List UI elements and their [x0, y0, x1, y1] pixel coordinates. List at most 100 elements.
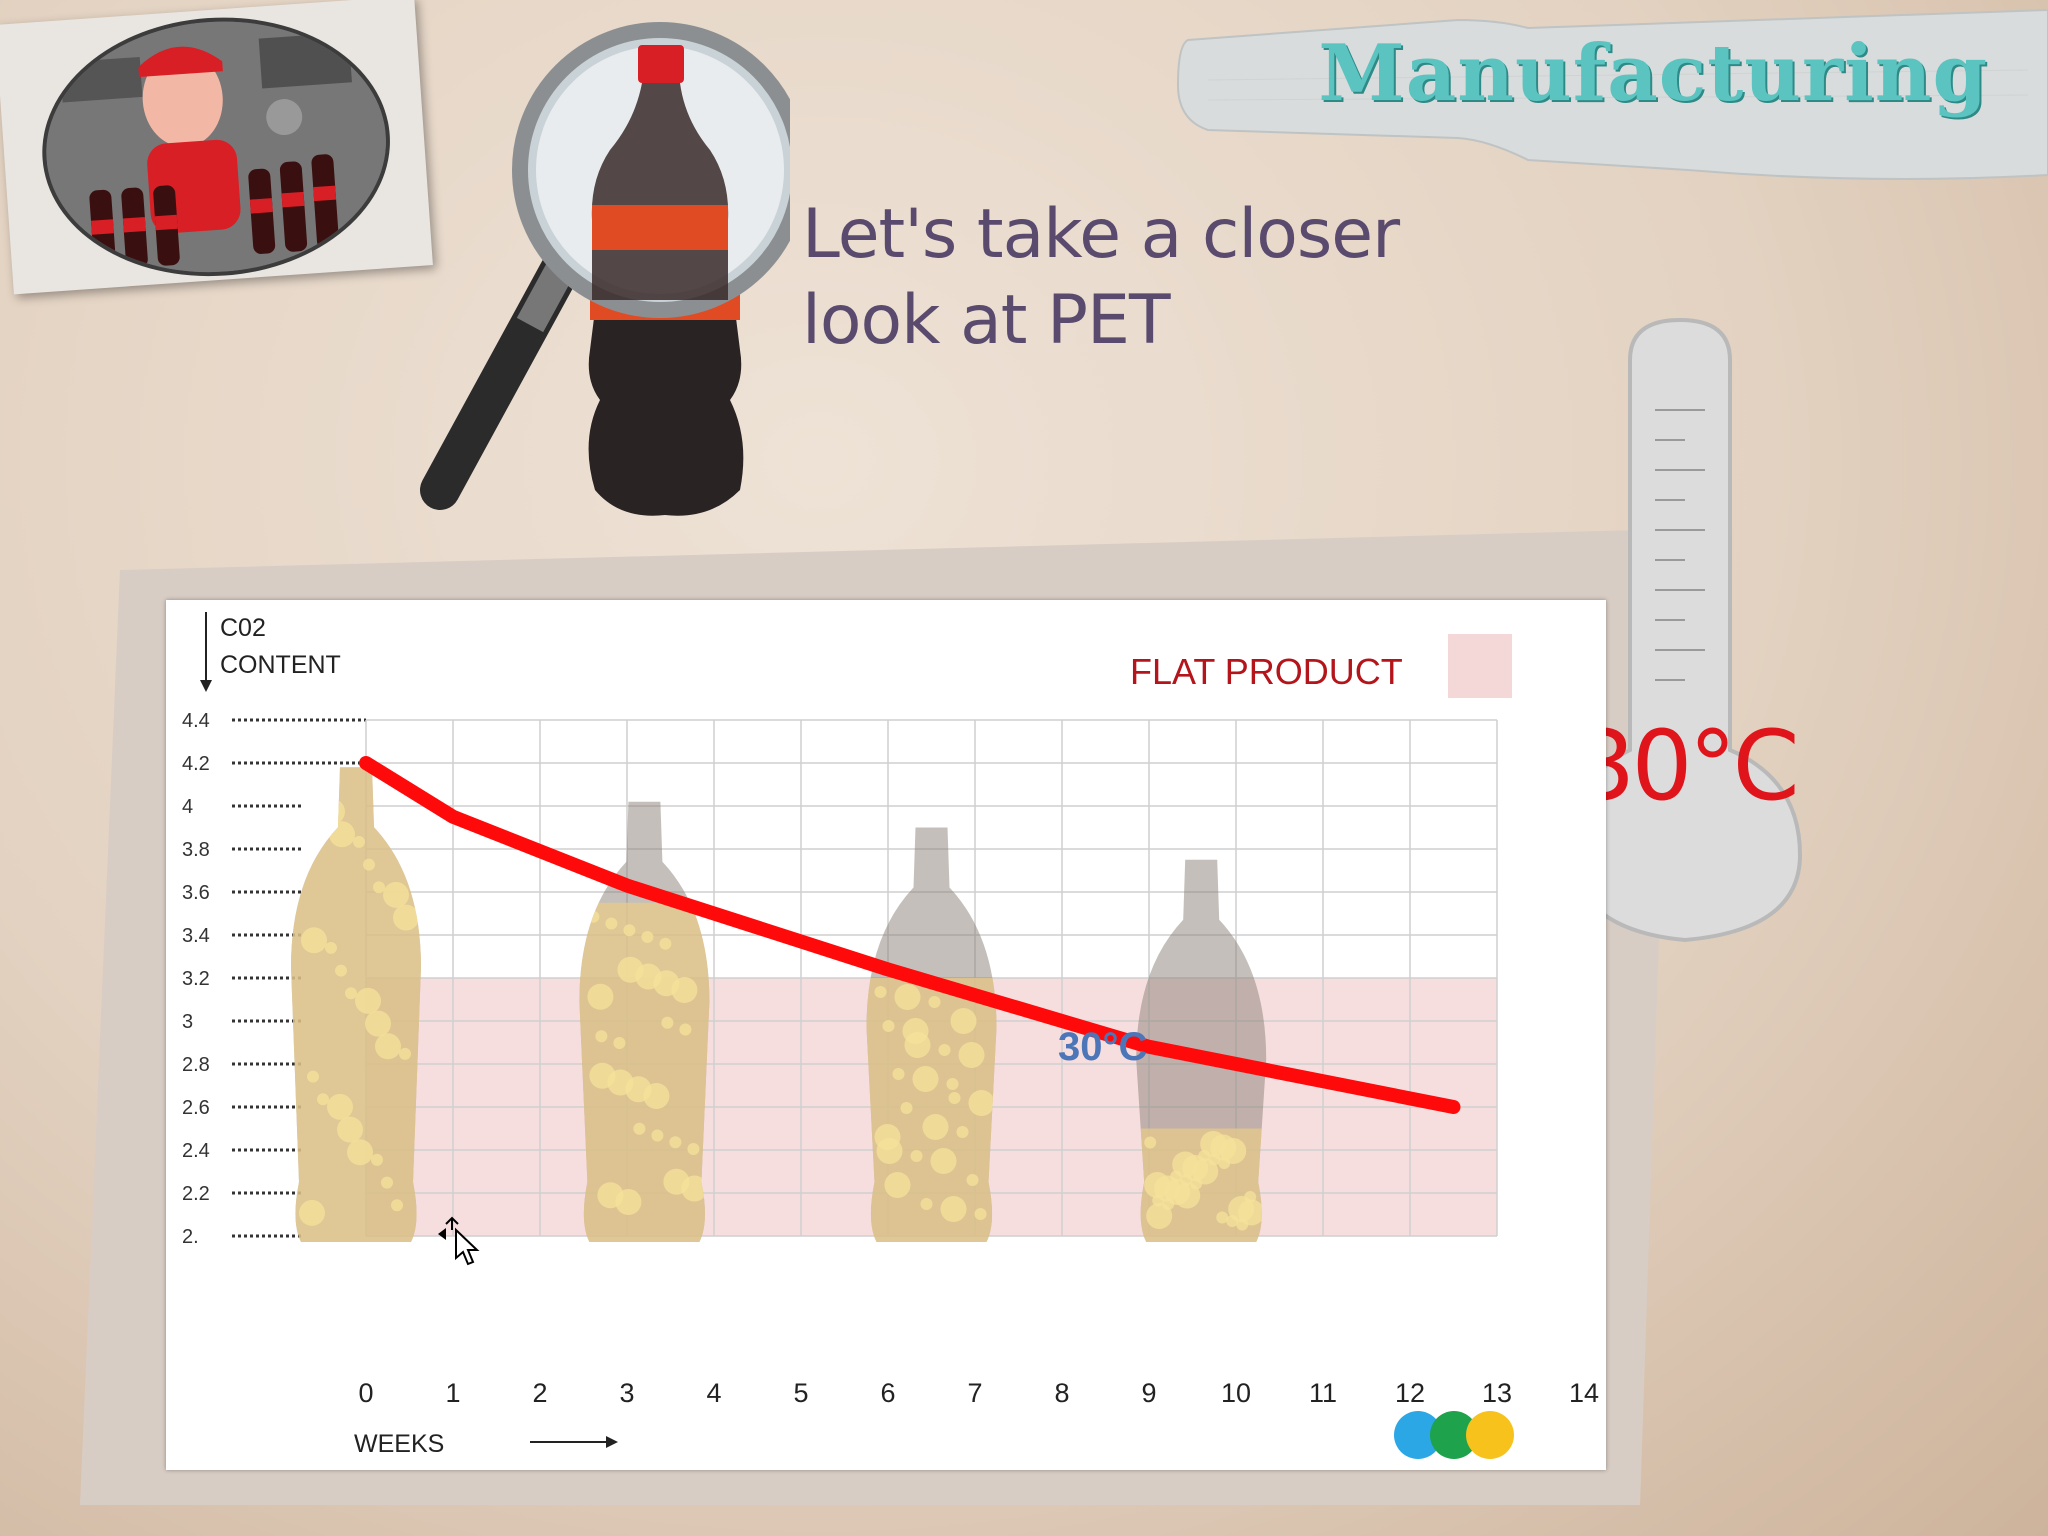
x-tick-label: 2 [532, 1378, 547, 1408]
bubble [966, 1174, 979, 1186]
bubble [894, 984, 921, 1010]
bubble [381, 1176, 393, 1189]
bubble [1216, 1211, 1229, 1224]
progress-dot [1394, 1411, 1442, 1459]
bubble [587, 983, 614, 1010]
bubble [1144, 1136, 1157, 1149]
series-line [359, 756, 1461, 1114]
x-tick-label: 8 [1054, 1378, 1069, 1408]
bubble [345, 987, 357, 1000]
x-tick-label: 3 [619, 1378, 634, 1408]
worker-with-bottles-icon [33, 6, 399, 288]
bubble [317, 1093, 329, 1106]
y-tick-label: 2.8 [182, 1054, 210, 1076]
bubble [383, 881, 409, 908]
bubble [633, 1122, 646, 1135]
thermometer-icon: 30°C [1555, 310, 2048, 950]
y-tick-label: 2.4 [182, 1140, 210, 1162]
page-heading: Let's take a closer look at PET [802, 192, 1462, 364]
bubble [940, 1196, 967, 1222]
thermometer-temperature: 30°C [1574, 710, 1799, 822]
bubble [325, 941, 337, 954]
bubble [605, 917, 618, 930]
bubble [974, 1208, 987, 1220]
bubble [874, 986, 887, 998]
bubble [391, 1199, 403, 1212]
bubble [884, 1172, 911, 1198]
bubble [613, 1037, 626, 1049]
bubble [347, 1139, 373, 1166]
bubble [1244, 1191, 1257, 1203]
bubble [1228, 1196, 1255, 1222]
bubble [928, 996, 941, 1008]
x-tick-label: 10 [1221, 1378, 1251, 1408]
bubble [892, 1068, 905, 1080]
bubble [595, 1030, 608, 1043]
bubble [587, 910, 600, 923]
bubble [900, 1102, 913, 1114]
x-tick-label: 11 [1309, 1378, 1337, 1408]
bubble [912, 1066, 939, 1092]
y-tick-label: 3.8 [182, 839, 210, 861]
y-tick-label: 2.2 [182, 1183, 210, 1205]
bubble [920, 1198, 933, 1210]
bubble [950, 1008, 977, 1034]
y-tick-label: 2. [182, 1226, 199, 1248]
manufacturing-banner: Manufacturing [1168, 0, 2048, 200]
series-annotation: 30°C [1058, 1025, 1147, 1069]
bubble [681, 1175, 708, 1202]
bubble [948, 1092, 961, 1104]
bubble [930, 1148, 957, 1174]
bubble [902, 1018, 929, 1044]
bubble [958, 1042, 985, 1068]
move-cursor-icon [438, 1216, 480, 1266]
bubble [327, 1093, 353, 1120]
bubble [301, 927, 327, 954]
bubble [1144, 1172, 1171, 1198]
bubble [363, 858, 375, 871]
x-tick-label: 5 [793, 1378, 808, 1408]
bubble [946, 1078, 959, 1090]
bottle-week-3 [579, 801, 710, 1242]
bubble [679, 1023, 692, 1036]
bubble [938, 1044, 951, 1056]
y-axis-arrow-head [200, 680, 212, 692]
bubble [643, 1083, 670, 1109]
bubble [299, 1199, 325, 1226]
bubble [309, 775, 335, 802]
bubble [355, 987, 381, 1014]
bubble [641, 931, 654, 943]
x-tick-label: 7 [967, 1378, 982, 1408]
y-axis-title-line-2: CONTENT [220, 651, 341, 679]
y-tick-label: 4 [182, 796, 193, 818]
bubble [956, 1126, 969, 1138]
bubble [337, 1116, 363, 1143]
y-axis-title-line-1: C02 [220, 614, 266, 642]
y-tick-label: 2.6 [182, 1097, 210, 1119]
bubble [968, 1090, 995, 1116]
y-tick-label: 3 [182, 1011, 193, 1033]
x-tick-label: 13 [1482, 1378, 1512, 1408]
progress-dot [1430, 1411, 1478, 1459]
bubble [661, 1016, 674, 1029]
bubble [1172, 1151, 1199, 1178]
x-axis-title: WEEKS [354, 1430, 444, 1458]
banner-title: Manufacturing [1318, 28, 1988, 119]
legend-label: FLAT PRODUCT [1130, 651, 1403, 692]
bubble [687, 1143, 700, 1155]
y-tick-label: 3.4 [182, 925, 210, 947]
bubble [1146, 1203, 1173, 1229]
bubble [365, 1010, 391, 1037]
bottle-week-6 [866, 827, 997, 1242]
x-tick-label: 6 [880, 1378, 895, 1408]
heading-line-1: Let's take a closer [802, 195, 1400, 274]
x-tick-label: 4 [706, 1378, 721, 1408]
worker-photo [0, 0, 433, 295]
progress-dots [1394, 1411, 1514, 1459]
bubble [882, 1020, 895, 1032]
y-tick-label: 4.2 [182, 753, 210, 775]
bubble [922, 1114, 949, 1140]
bubble [329, 821, 355, 848]
